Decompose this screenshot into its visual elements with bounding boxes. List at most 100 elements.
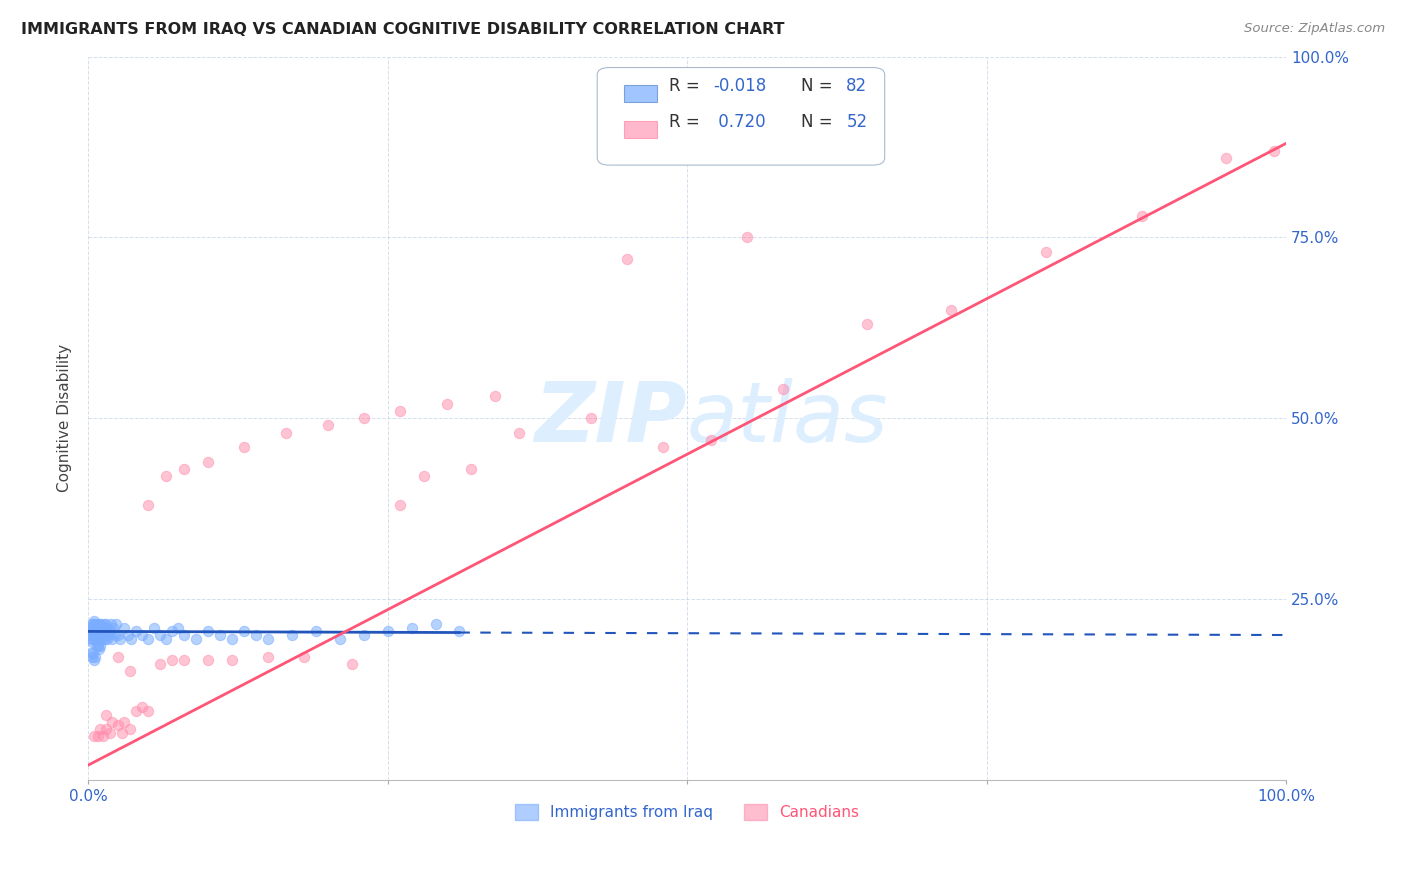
Point (94, 628, 117, 642)
Point (87, 624, 110, 639)
Point (86, 632, 108, 646)
Point (83, 621, 105, 635)
Point (256, 649, 278, 664)
Point (581, 411, 603, 425)
Point (87, 639, 110, 653)
Point (184, 632, 207, 646)
Point (87, 729, 110, 743)
Point (98, 725, 121, 739)
FancyBboxPatch shape (624, 121, 657, 138)
Point (173, 628, 195, 642)
Point (86, 639, 108, 653)
Point (305, 624, 328, 639)
Point (232, 624, 254, 639)
FancyBboxPatch shape (624, 85, 657, 103)
Point (91, 729, 114, 743)
Point (208, 628, 231, 642)
Point (84, 624, 107, 639)
Point (388, 498, 411, 512)
Point (112, 621, 135, 635)
Point (221, 632, 243, 646)
Point (484, 389, 506, 403)
FancyBboxPatch shape (598, 68, 884, 165)
Point (93, 617, 115, 632)
Point (87, 617, 110, 632)
Point (377, 624, 399, 639)
Point (735, 230, 758, 244)
Point (388, 404, 411, 418)
Point (103, 621, 125, 635)
Point (79, 632, 101, 646)
Point (245, 628, 267, 642)
Point (90, 617, 112, 632)
Point (131, 700, 153, 714)
Point (120, 722, 142, 736)
Point (173, 653, 195, 667)
Point (117, 628, 139, 642)
Point (94, 722, 117, 736)
Point (508, 425, 530, 440)
Point (120, 664, 142, 678)
Point (173, 462, 195, 476)
Text: ZIP: ZIP (534, 377, 688, 458)
Point (79, 646, 101, 660)
Point (89, 632, 111, 646)
Point (274, 425, 297, 440)
Point (86, 628, 108, 642)
Point (772, 382, 794, 396)
Point (125, 624, 148, 639)
Point (100, 617, 122, 632)
Point (316, 418, 339, 433)
Point (197, 653, 219, 667)
Point (87, 617, 110, 632)
Point (460, 462, 482, 476)
Point (89, 722, 111, 736)
Point (125, 704, 148, 718)
Point (700, 433, 723, 447)
Point (94, 621, 117, 635)
Text: R =: R = (669, 78, 704, 95)
Point (155, 469, 177, 483)
Point (79, 621, 101, 635)
Point (353, 411, 375, 425)
Point (80, 617, 103, 632)
Point (616, 252, 638, 266)
Point (111, 725, 134, 739)
Text: -0.018: -0.018 (713, 78, 766, 95)
Text: 0.720: 0.720 (713, 113, 766, 131)
Point (232, 440, 254, 454)
Point (107, 718, 129, 732)
Point (94, 632, 117, 646)
Point (93, 628, 115, 642)
Text: IMMIGRANTS FROM IRAQ VS CANADIAN COGNITIVE DISABILITY CORRELATION CHART: IMMIGRANTS FROM IRAQ VS CANADIAN COGNITI… (21, 22, 785, 37)
Point (1263, 144, 1285, 158)
Point (855, 317, 877, 331)
Point (197, 454, 219, 468)
Point (1130, 209, 1153, 223)
Point (107, 649, 129, 664)
Point (136, 498, 159, 512)
Point (136, 704, 159, 718)
Point (80, 635, 103, 649)
Point (84, 649, 107, 664)
Text: Source: ZipAtlas.com: Source: ZipAtlas.com (1244, 22, 1385, 36)
Point (98, 624, 121, 639)
Point (91, 621, 114, 635)
Point (87, 642, 110, 657)
Text: 52: 52 (846, 113, 868, 131)
Point (83, 628, 105, 642)
Point (221, 653, 243, 667)
Point (939, 302, 962, 317)
Point (197, 624, 219, 639)
Point (329, 632, 352, 646)
Point (110, 632, 132, 646)
Point (281, 628, 304, 642)
Point (340, 657, 363, 671)
Point (112, 714, 135, 729)
Point (80, 624, 103, 639)
Point (1215, 151, 1237, 165)
Point (82, 646, 104, 660)
Point (131, 628, 153, 642)
Point (292, 649, 315, 664)
Point (167, 621, 190, 635)
